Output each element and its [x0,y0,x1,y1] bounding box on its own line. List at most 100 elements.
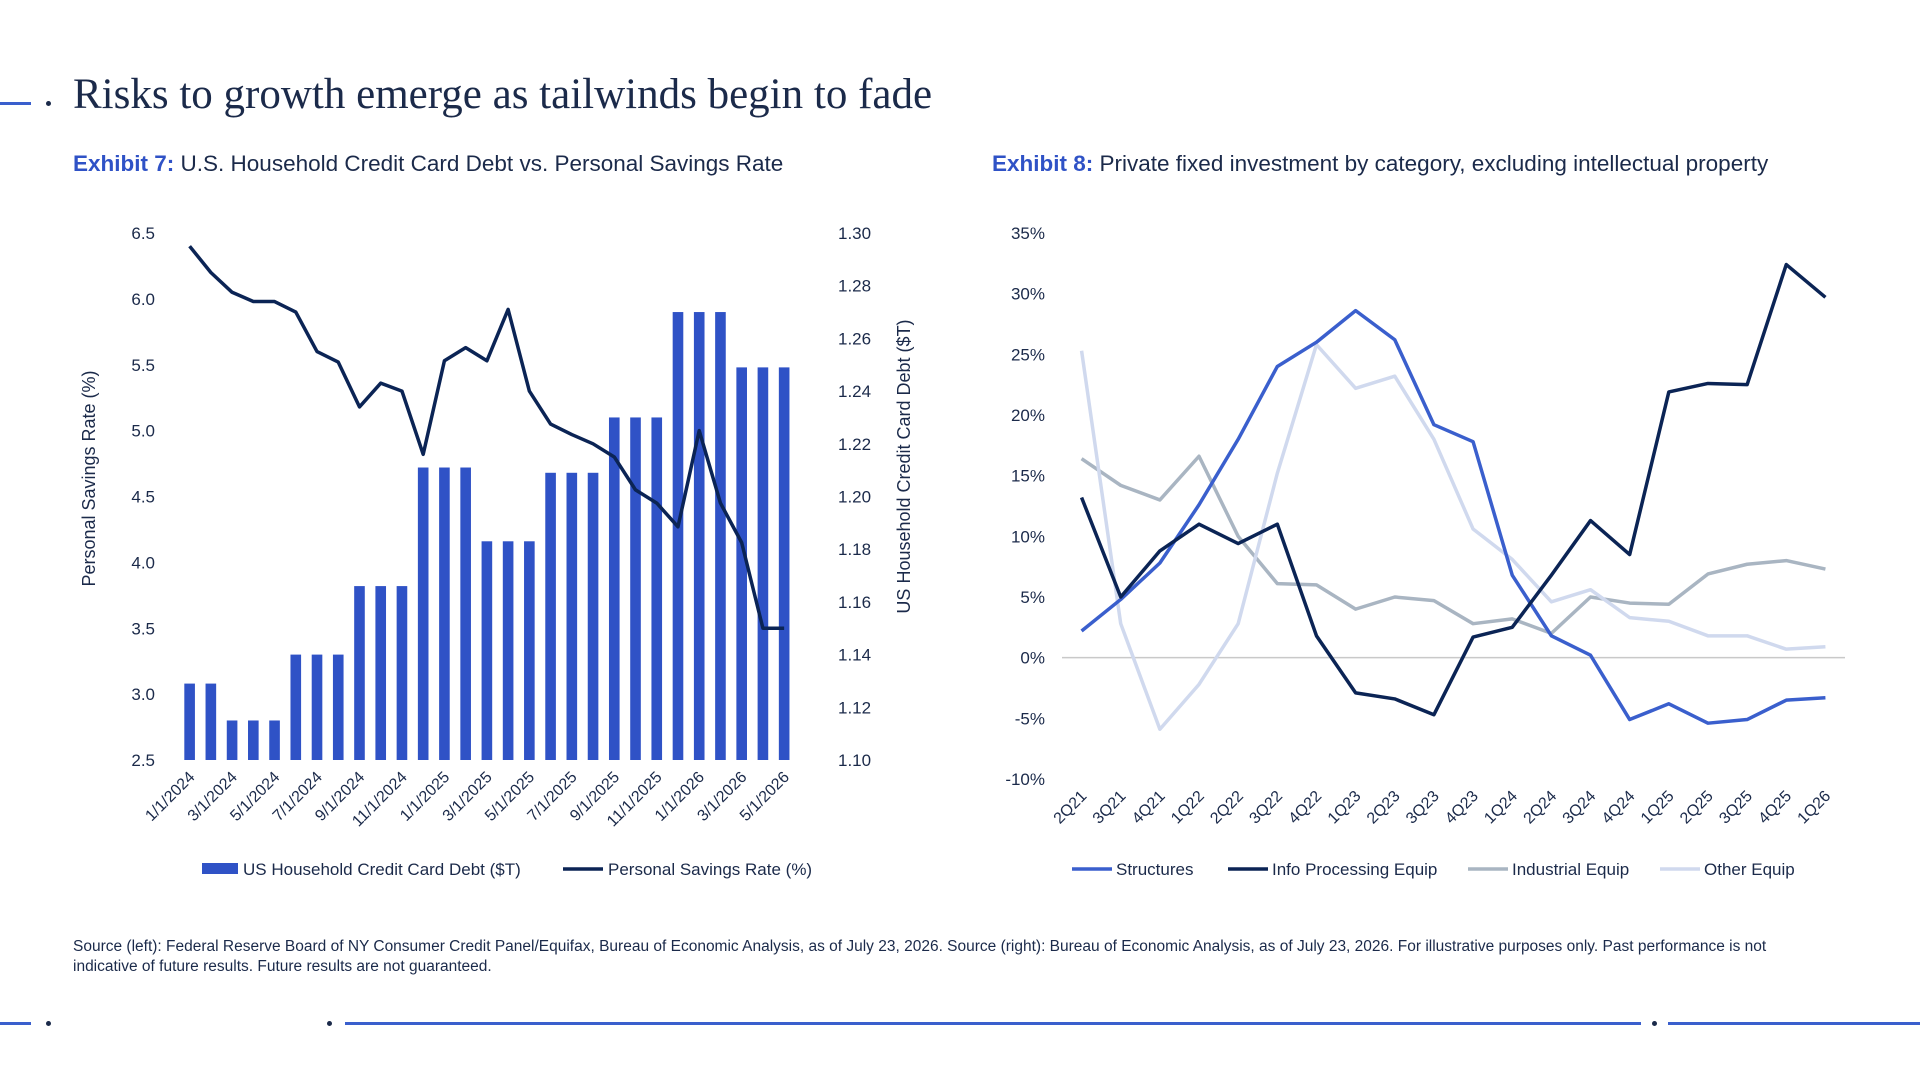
left-y-tick-label: 6.0 [131,290,155,309]
other-equip-line [1079,342,1826,732]
x-tick-label: 5/1/2024 [227,769,283,825]
x-tick-label: 3Q22 [1246,788,1286,828]
y-tick-label: 30% [1011,285,1045,304]
debt-bar [736,367,747,760]
x-tick-label: 1Q26 [1795,788,1835,828]
left-y-tick-label: 4.5 [131,488,155,507]
x-tick-label: 4Q21 [1129,788,1169,828]
y-tick-label: 10% [1011,527,1045,546]
x-tick-label: 4Q23 [1442,788,1482,828]
right-y-tick-label: 1.30 [838,224,871,243]
right-y-tick-label: 1.10 [838,751,871,770]
x-tick-label: 5/1/2025 [482,769,538,825]
x-tick-label: 1/1/2026 [652,769,708,825]
left-y-tick-label: 3.5 [131,619,155,638]
debt-bar [566,472,578,760]
exhibit-7-heading: Exhibit 7: U.S. Household Credit Card De… [73,151,783,177]
debt-bar [481,541,493,760]
x-tick-label: 3/1/2026 [694,769,750,825]
y-tick-label: 20% [1011,406,1045,425]
debt-bar [184,683,195,760]
x-tick-label: 1Q23 [1325,788,1365,828]
exhibit-8-heading: Exhibit 8: Private fixed investment by c… [992,151,1768,177]
x-tick-label: 9/1/2025 [567,769,623,825]
debt-bar [375,586,387,760]
right-y-tick-label: 1.20 [838,488,871,507]
debt-bar [630,417,641,760]
left-axis-title: Personal Savings Rate (%) [79,370,99,586]
exhibit-7-title: U.S. Household Credit Card Debt vs. Pers… [180,151,784,176]
footer-rule-mid-dot [1652,1021,1657,1026]
x-tick-label: 4Q22 [1286,788,1326,828]
exhibit-8-title: Private fixed investment by category, ex… [1099,151,1769,176]
x-tick-label: 9/1/2024 [312,769,368,825]
x-tick-label: 7/1/2024 [270,769,326,825]
x-tick-label: 3Q21 [1090,788,1130,828]
x-tick-label: 3Q24 [1560,788,1600,828]
footer-rule-start-dot [327,1021,332,1026]
left-y-tick-label: 2.5 [131,751,155,770]
debt-bar [757,367,769,760]
debt-bar [608,417,620,760]
left-y-tick-label: 5.0 [131,422,155,441]
right-y-tick-label: 1.12 [838,698,871,717]
y-tick-label: 25% [1011,345,1045,364]
exhibit-8-label: Exhibit 8: [992,151,1094,176]
x-tick-label: 4Q24 [1599,788,1639,828]
x-tick-label: 3/1/2024 [185,769,241,825]
savings-rate-line [188,245,785,630]
debt-bar [417,467,429,760]
right-y-tick-label: 1.24 [838,382,871,401]
debt-bar [269,720,280,760]
debt-bar [651,417,663,760]
debt-bar [226,720,238,760]
y-tick-label: 35% [1011,224,1045,243]
x-tick-label: 2Q25 [1677,788,1717,828]
y-tick-label: 15% [1011,467,1045,486]
right-y-tick-label: 1.14 [838,646,871,665]
legend-label-industrial: Industrial Equip [1512,860,1629,879]
x-tick-label: 3Q23 [1403,788,1443,828]
exhibit-7-label: Exhibit 7: [73,151,175,176]
right-y-tick-label: 1.22 [838,435,871,454]
legend-label-savings: Personal Savings Rate (%) [608,860,812,879]
x-tick-label: 1Q24 [1481,788,1521,828]
debt-bar [545,472,556,760]
x-tick-label: 4Q25 [1755,788,1795,828]
debt-bar [205,683,217,760]
x-tick-label: 1Q25 [1638,788,1678,828]
footer-rule-left [345,1022,1641,1025]
left-y-tick-label: 4.0 [131,553,155,572]
debt-bar [460,467,471,760]
right-axis-title: US Household Credit Card Debt ($T) [894,319,914,613]
page-title: Risks to growth emerge as tailwinds begi… [73,71,933,118]
x-tick-label: 11/1/2025 [604,769,666,831]
debt-bar [290,654,302,760]
debt-bar [502,541,514,760]
y-tick-label: 0% [1020,649,1045,668]
x-tick-label: 7/1/2025 [525,769,581,825]
debt-bar [439,467,450,760]
debt-bar [332,654,344,760]
debt-bar [311,654,323,760]
legend-label-info-processing: Info Processing Equip [1272,860,1437,879]
header-accent-dot [46,101,51,106]
header-accent-dash [0,102,31,105]
legend-label-structures: Structures [1116,860,1193,879]
x-tick-label: 3Q25 [1716,788,1756,828]
x-tick-label: 11/1/2024 [349,769,411,831]
debt-bar [248,720,259,760]
debt-bar [672,312,684,760]
industrial-line [1080,454,1826,636]
right-y-tick-label: 1.28 [838,277,871,296]
info-processing-line [1079,262,1827,717]
debt-bar [693,312,705,760]
x-tick-label: 3/1/2025 [440,769,496,825]
right-y-tick-label: 1.26 [838,329,871,348]
debt-bar [587,472,599,760]
y-tick-label: -10% [1005,770,1045,789]
x-tick-label: 1Q22 [1168,788,1208,828]
right-y-tick-label: 1.16 [838,593,871,612]
left-y-tick-label: 6.5 [131,224,155,243]
debt-bar [396,586,408,760]
